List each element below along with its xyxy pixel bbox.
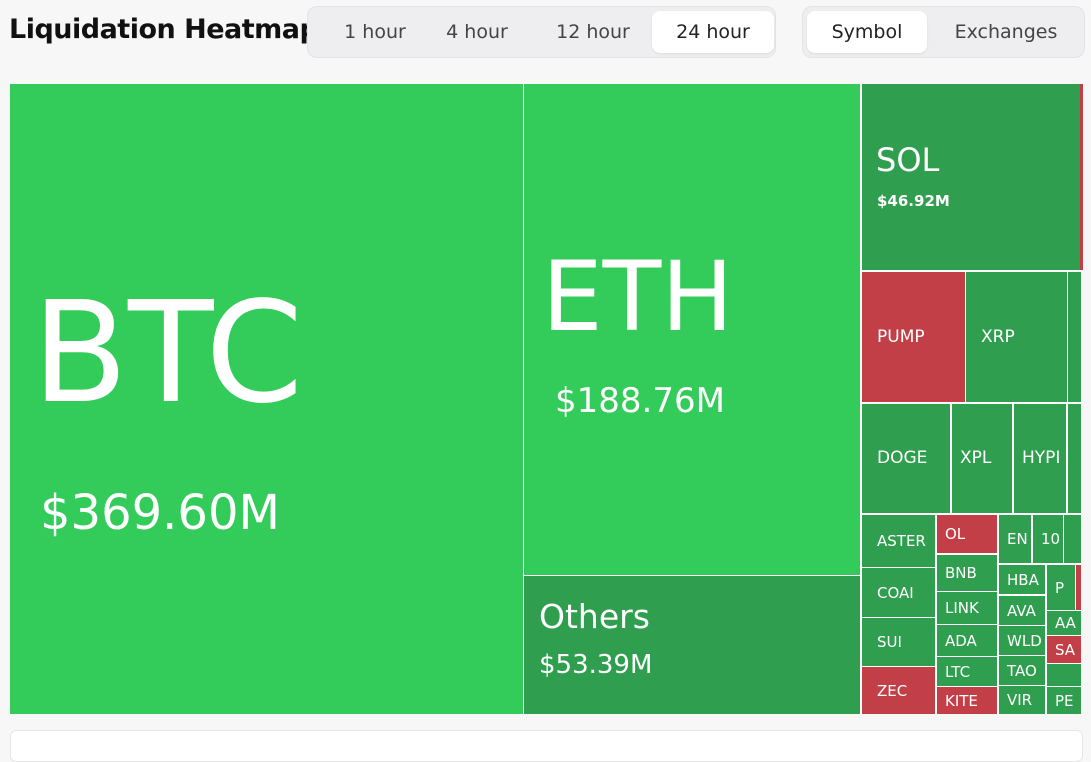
treemap-cell[interactable]: PUMP [862, 272, 965, 402]
cell-label: SUI [877, 633, 902, 651]
cell-label: ZEC [877, 681, 908, 700]
treemap-cell[interactable] [1064, 515, 1081, 563]
cell-label: SOL [876, 141, 940, 179]
cell-label: SA [1055, 640, 1076, 659]
cell-label: AA [1055, 614, 1076, 632]
treemap-cell[interactable]: ADA [937, 625, 997, 656]
cell-label: 10 [1041, 530, 1061, 548]
timeframe-tab[interactable]: 12 hour [556, 21, 630, 43]
cell-value: $53.39M [539, 650, 653, 680]
treemap-cell[interactable]: SOL $46.92M [862, 84, 1080, 270]
treemap-cell[interactable] [1080, 84, 1083, 270]
cell-label: WLD [1007, 631, 1042, 650]
treemap-cell[interactable]: PE [1047, 687, 1081, 714]
treemap-cell[interactable]: 10 [1033, 515, 1063, 563]
cell-label: ETH [542, 241, 734, 353]
treemap-cell[interactable]: XRP [966, 272, 1067, 402]
treemap-cell[interactable]: AA [1047, 611, 1081, 635]
timeframe-tab[interactable]: 24 hour [652, 11, 774, 53]
treemap-cell[interactable]: COAI [862, 568, 935, 617]
treemap-cell[interactable]: BTC $369.60M [10, 84, 523, 714]
panel [10, 730, 1083, 762]
treemap-cell[interactable]: VIR [999, 686, 1045, 714]
cell-label: EN [1007, 530, 1028, 548]
treemap-cell[interactable]: LINK [937, 592, 997, 624]
cell-label: XPL [960, 448, 992, 469]
treemap-cell[interactable]: XPL [952, 404, 1012, 513]
cell-label: DOGE [877, 448, 928, 469]
treemap-cell[interactable]: AVA [999, 596, 1045, 625]
treemap-cell[interactable]: EN [999, 515, 1031, 563]
cell-label: AVA [1007, 601, 1036, 620]
cell-value: $188.76M [555, 381, 725, 421]
treemap-cell[interactable]: DOGE [862, 404, 950, 513]
treemap-cell[interactable]: ASTER [862, 515, 935, 567]
cell-label: HBA [1007, 570, 1039, 589]
cell-label: ADA [945, 631, 977, 650]
cell-label: VIR [1007, 691, 1033, 709]
cell-label: ASTER [877, 532, 926, 550]
view-tab[interactable]: Symbol [807, 11, 927, 53]
treemap-cell[interactable]: HYPI [1014, 404, 1066, 513]
treemap-cell[interactable] [1076, 565, 1081, 610]
cell-label: Others [539, 597, 650, 636]
treemap-cell[interactable]: TAO [999, 656, 1045, 685]
cell-label: COAI [877, 583, 914, 602]
timeframe-tabs: 1 hour 4 hour 12 hour 24 hour [307, 6, 776, 58]
cell-label: BNB [945, 564, 977, 582]
timeframe-tab[interactable]: 1 hour [344, 21, 406, 43]
cell-label: P [1055, 578, 1065, 597]
treemap-cell[interactable] [1068, 272, 1081, 402]
cell-label: PE [1055, 691, 1074, 710]
page-title: Liquidation Heatmap [9, 14, 319, 45]
cell-label: TAO [1007, 661, 1037, 680]
treemap-cell[interactable]: ZEC [862, 667, 935, 714]
treemap-cell[interactable] [1068, 404, 1081, 513]
treemap-cell[interactable]: ETH $188.76M [524, 84, 860, 575]
treemap-cell[interactable]: SUI [862, 618, 935, 666]
cell-label: KITE [945, 691, 978, 710]
treemap-cell[interactable]: Others $53.39M [524, 576, 860, 714]
treemap-cell[interactable] [1047, 664, 1081, 686]
treemap-cell[interactable]: HBA [999, 565, 1045, 594]
treemap-cell[interactable]: OL [937, 515, 997, 553]
cell-label: BTC [32, 272, 304, 435]
treemap-cell[interactable]: P [1047, 565, 1075, 610]
treemap-cell[interactable]: KITE [937, 687, 997, 714]
cell-value: $369.60M [40, 485, 280, 541]
cell-label: LTC [945, 662, 971, 681]
treemap-cell[interactable]: BNB [937, 555, 997, 591]
timeframe-tab[interactable]: 4 hour [446, 21, 508, 43]
cell-label: HYPI [1022, 448, 1061, 469]
cell-label: OL [945, 525, 966, 543]
cell-label: LINK [945, 599, 979, 617]
treemap-cell[interactable]: LTC [937, 657, 997, 686]
treemap: BTC $369.60M ETH $188.76M Others $53.39M SOL $4… [10, 84, 1083, 714]
treemap-cell[interactable]: SA [1047, 636, 1081, 663]
cell-label: XRP [981, 326, 1015, 347]
view-tab[interactable]: Exchanges [954, 21, 1058, 43]
view-tabs: Symbol Exchanges [802, 6, 1085, 58]
cell-value: $46.92M [877, 192, 950, 210]
treemap-cell[interactable]: WLD [999, 626, 1045, 655]
cell-label: PUMP [877, 326, 925, 347]
